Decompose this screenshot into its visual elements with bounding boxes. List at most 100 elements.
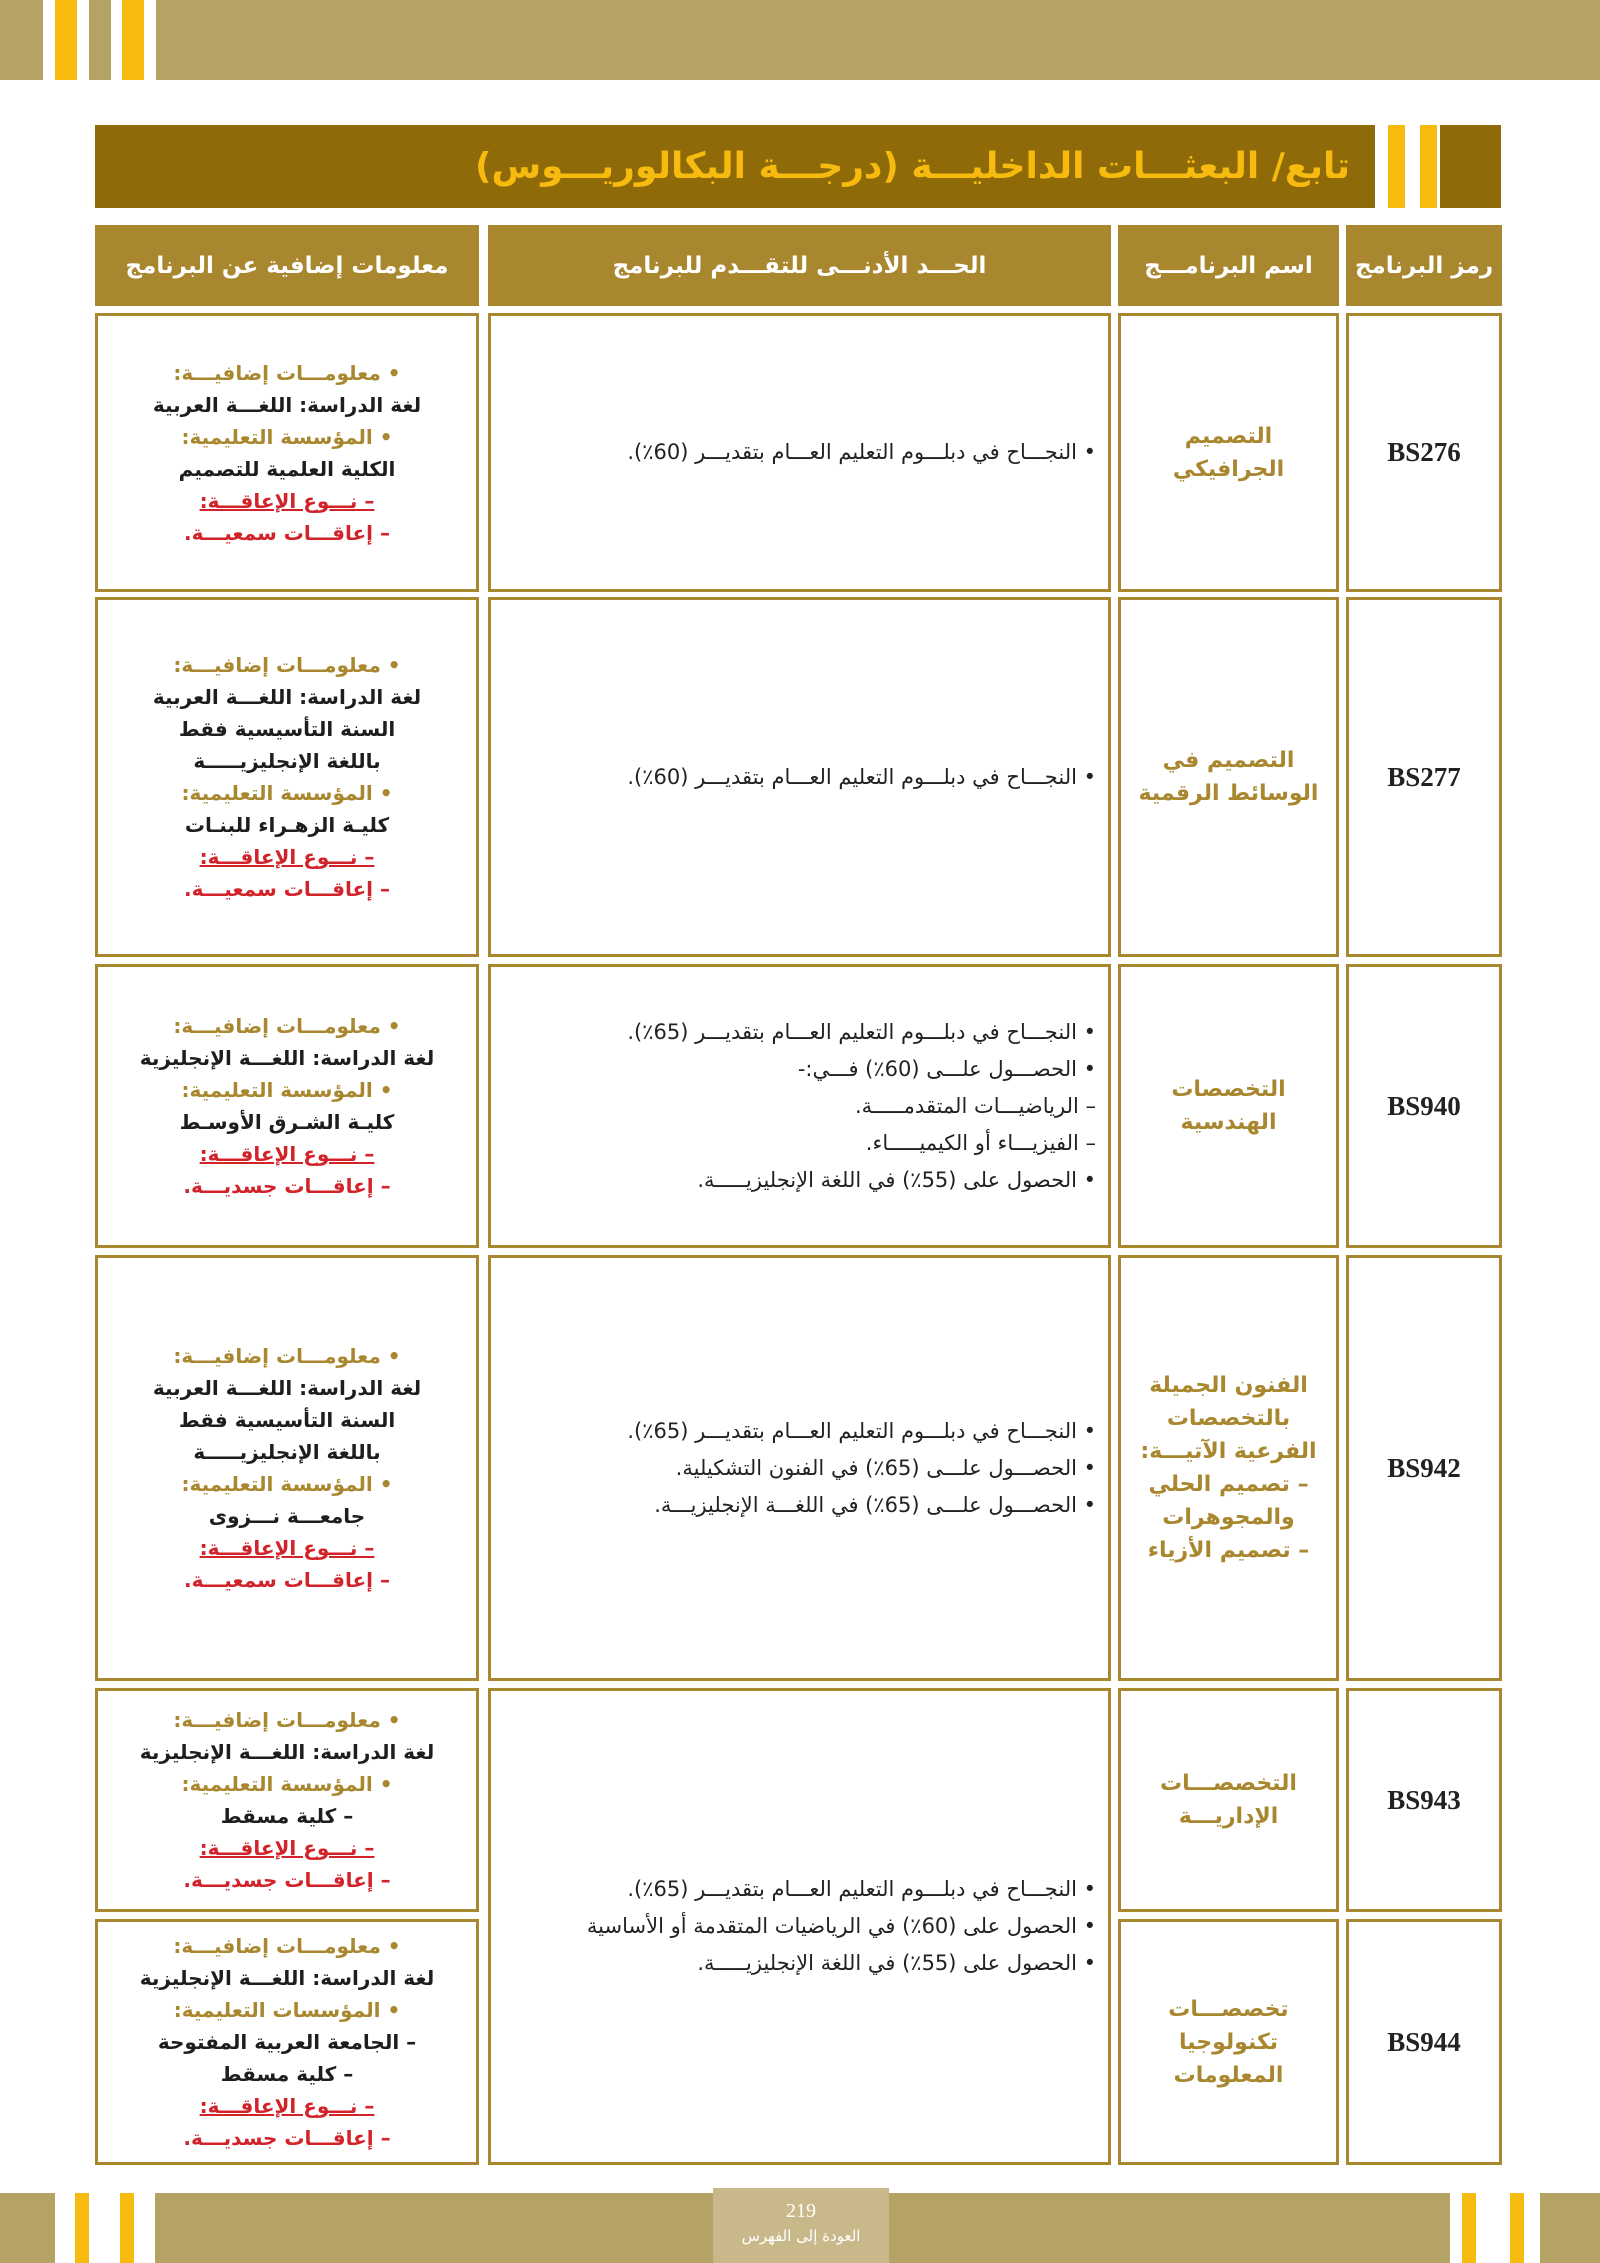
stripe <box>75 2193 89 2263</box>
code-cell: BS276 <box>1346 313 1502 592</box>
program-name: الإداريـــة <box>1178 1804 1279 1829</box>
program-name: تكنولوجيا <box>1179 2029 1278 2055</box>
info-line: – إعاقـــات جسديـــة. <box>183 2126 391 2150</box>
header-cell: اسم البرنامـــج <box>1118 225 1339 306</box>
requirement: • النجـــاح في دبلـــوم التعليم العـــام… <box>627 1418 1096 1443</box>
code-cell: BS277 <box>1346 597 1502 957</box>
code-cell: BS944 <box>1346 1919 1502 2165</box>
info-line: – إعاقـــات سمعيـــة. <box>184 520 390 545</box>
header-cell: الحـــد الأدنـــى للتقـــدم للبرنامج <box>488 225 1111 306</box>
page-box: 219 العودة إلى الفهرس <box>713 2188 889 2263</box>
info-line: • المؤسسة التعليمية: <box>181 1472 393 1496</box>
program-name: التصميم <box>1184 423 1273 449</box>
requirement: • الحصـــول علـــى (60٪) فـــي:- <box>797 1056 1096 1081</box>
info-line: – كلية مسقط <box>220 2062 354 2086</box>
program-name: – تصميم الحلي <box>1148 1472 1309 1497</box>
info-line: • المؤسسة التعليمية: <box>181 424 393 449</box>
requirement: • الحصـــول علـــى (65٪) في اللغـــة الإ… <box>654 1492 1096 1517</box>
code-cell: BS940 <box>1346 964 1502 1248</box>
program-name: الفرعية الآتيـــة: <box>1140 1439 1317 1464</box>
info-line: لغة الدراسة: اللغـــة العربية <box>152 685 422 709</box>
program-name: التخصصـــات <box>1160 1771 1297 1796</box>
info-cell: • معلومـــات إضافيـــة: لغة الدراسة: اللغ… <box>95 964 479 1248</box>
info-line: – نـــوع الإعاقـــة: <box>199 1142 375 1166</box>
info-line: باللغة الإنجليزيـــــة <box>193 749 381 773</box>
program-name: المعلومات <box>1173 2062 1284 2088</box>
name-cell: تخصصـــات تكنولوجيا المعلومات <box>1118 1919 1339 2165</box>
requirements-cell: • النجـــاح في دبلـــوم التعليم العـــام… <box>488 597 1111 957</box>
requirements-cell: • النجـــاح في دبلـــوم التعليم العـــام… <box>488 1255 1111 1681</box>
program-name: التصميم في <box>1162 748 1295 773</box>
program-name: الوسائط الرقمية <box>1138 781 1319 806</box>
program-code: BS276 <box>1387 437 1461 467</box>
requirement: • الحصول على (55٪) في اللغة الإنجليزيـــ… <box>697 1167 1096 1192</box>
info-cell: • معلومـــات إضافيـــة: لغة الدراسة: اللغ… <box>95 597 479 957</box>
info-line: – نـــوع الإعاقـــة: <box>199 488 375 513</box>
stripe <box>55 0 77 80</box>
info-line: • المؤسسات التعليمية: <box>173 1998 401 2022</box>
program-code: BS943 <box>1387 1784 1461 1815</box>
info-line: – نـــوع الإعاقـــة: <box>199 2094 375 2118</box>
info-line: • المؤسسة التعليمية: <box>181 1772 393 1796</box>
page-number: 219 <box>786 2200 816 2222</box>
info-line: – إعاقـــات سمعيـــة. <box>184 877 390 901</box>
info-line: • معلومـــات إضافيـــة: <box>173 1344 401 1368</box>
program-name: تخصصـــات <box>1168 1996 1289 2022</box>
info-line: – نـــوع الإعاقـــة: <box>199 1836 375 1860</box>
info-line: لغة الدراسة: اللغـــة الإنجليزية <box>139 1046 435 1070</box>
info-line: • المؤسسة التعليمية: <box>181 1078 393 1102</box>
title-bar <box>95 125 1501 208</box>
stripe <box>1420 125 1437 208</box>
requirement: • النجـــاح في دبلـــوم التعليم العـــام… <box>627 440 1096 464</box>
info-line: • معلومـــات إضافيـــة: <box>173 360 401 385</box>
info-cell: • معلومـــات إضافيـــة: لغة الدراسة: اللغ… <box>95 1255 479 1681</box>
requirements-cell: • النجـــاح في دبلـــوم التعليم العـــام… <box>488 964 1111 1248</box>
info-line: جامعـــة نـــزوى <box>208 1504 366 1528</box>
requirements-cell: • النجـــاح في دبلـــوم التعليم العـــام… <box>488 1688 1111 2165</box>
program-name: والمجوهرات <box>1162 1505 1295 1530</box>
name-cell: التصميم الجرافيكي <box>1118 313 1339 592</box>
name-cell: الفنون الجميلة بالتخصصات الفرعية الآتيـــة… <box>1118 1255 1339 1681</box>
requirement: – الرياضيـــات المتقدمـــــة. <box>854 1093 1096 1118</box>
info-line: • المؤسسة التعليمية: <box>181 781 393 805</box>
program-code: BS277 <box>1387 761 1461 792</box>
info-line: – إعاقـــات جسديـــة. <box>183 1868 391 1892</box>
name-cell: التخصصات الهندسية <box>1118 964 1339 1248</box>
info-line: باللغة الإنجليزيـــــة <box>193 1440 381 1464</box>
info-line: – الجامعة العربية المفتوحة <box>157 2030 417 2054</box>
requirement: • الحصـــول علـــى (65٪) في الفنون التشك… <box>675 1455 1096 1480</box>
requirement: • النجـــاح في دبلـــوم التعليم العـــام… <box>627 1877 1096 1901</box>
info-line: – كلية مسقط <box>220 1804 354 1828</box>
bottom-stripes <box>55 2193 155 2263</box>
requirements-cell: • النجـــاح في دبلـــوم التعليم العـــام… <box>488 313 1111 592</box>
program-name: الهندسية <box>1180 1110 1277 1135</box>
info-line: • معلومـــات إضافيـــة: <box>173 1014 401 1038</box>
program-name: الفنون الجميلة <box>1149 1373 1308 1398</box>
program-name: التخصصات <box>1171 1077 1286 1102</box>
info-line: • معلومـــات إضافيـــة: <box>173 1708 401 1732</box>
info-line: كليـة الشـرق الأوسـط <box>179 1110 395 1134</box>
name-cell: التصميم في الوسائط الرقمية <box>1118 597 1339 957</box>
header-cell: معلومات إضافية عن البرنامج <box>95 225 479 306</box>
info-line: – نـــوع الإعاقـــة: <box>199 845 375 869</box>
program-code: BS944 <box>1387 2026 1461 2057</box>
info-line: لغة الدراسة: اللغـــة العربية <box>152 1376 422 1400</box>
back-to-index[interactable]: العودة إلى الفهرس <box>741 2227 861 2245</box>
info-line: لغة الدراسة: اللغـــة الإنجليزية <box>139 1740 435 1764</box>
name-cell: التخصصـــات الإداريـــة <box>1118 1688 1339 1912</box>
stripe <box>122 0 144 80</box>
info-line: – إعاقـــات سمعيـــة. <box>184 1568 390 1592</box>
requirement: – الفيزيـــاء أو الكيميـــــاء. <box>865 1130 1096 1155</box>
program-code: BS940 <box>1387 1090 1461 1121</box>
info-line: لغة الدراسة: اللغـــة الإنجليزية <box>139 1966 435 1990</box>
program-code: BS942 <box>1387 1452 1461 1483</box>
program-name: بالتخصصات <box>1166 1406 1291 1431</box>
info-cell: • معلومـــات إضافيـــة: لغة الدراسة: اللغ… <box>95 1688 479 1912</box>
stripe <box>1510 2193 1524 2263</box>
info-line: السنة التأسيسية فقط <box>178 717 396 741</box>
requirement: • الحصول على (55٪) في اللغة الإنجليزيـــ… <box>697 1951 1096 1975</box>
stripe <box>120 2193 134 2263</box>
info-line: • معلومـــات إضافيـــة: <box>173 1934 401 1958</box>
stripe <box>1462 2193 1476 2263</box>
